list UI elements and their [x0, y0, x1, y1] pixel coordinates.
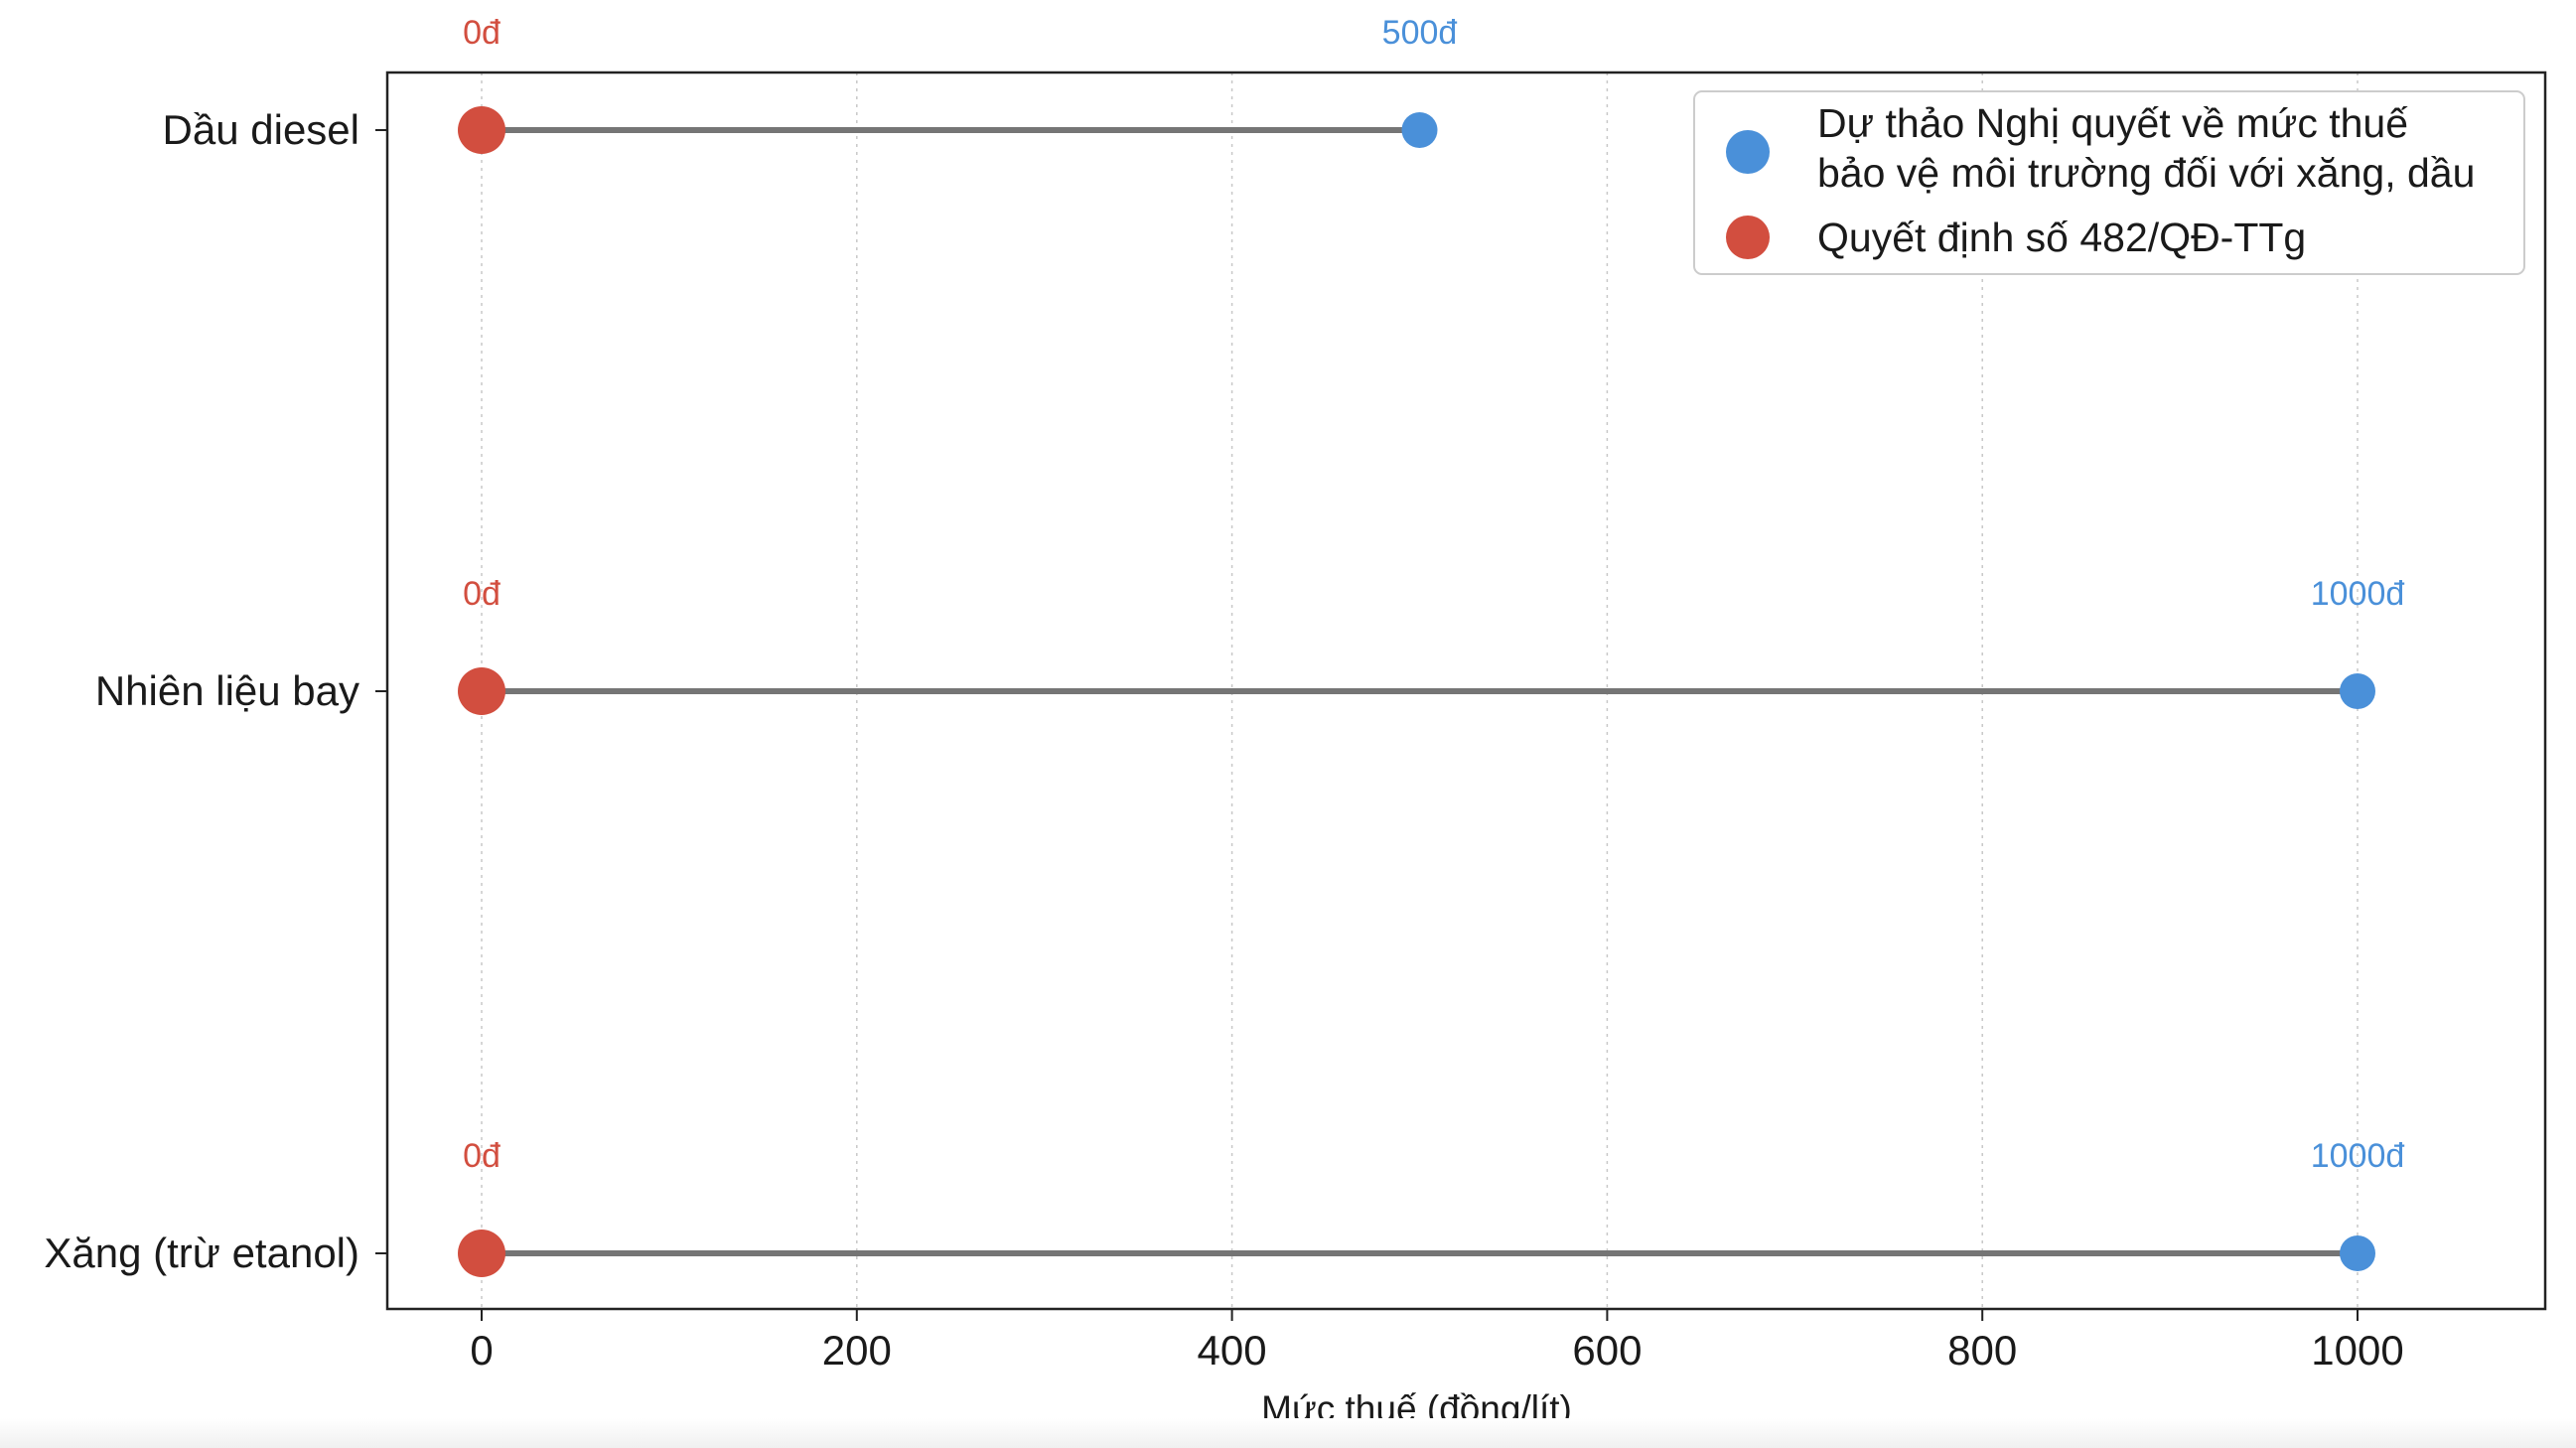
x-tick-label: 400 — [1198, 1327, 1267, 1374]
data-points — [458, 106, 2375, 1277]
draft-point — [2340, 673, 2375, 709]
x-axis-ticks: 0 200 400 600 800 1000 — [470, 1309, 2404, 1374]
x-tick-label: 0 — [470, 1327, 493, 1374]
bottom-fade — [0, 1418, 2576, 1448]
decision-point — [458, 1230, 505, 1277]
y-tick-label: Dầu diesel — [163, 106, 359, 153]
data-label: 1000đ — [2311, 1137, 2405, 1175]
data-labels: 500đ 1000đ 1000đ 0đ 0đ 0đ — [463, 14, 2404, 1175]
x-tick-label: 800 — [1947, 1327, 2017, 1374]
decision-point — [458, 667, 505, 715]
connector-lines — [482, 127, 2358, 1256]
legend-label: Dự thảo Nghị quyết về mức thuế — [1817, 100, 2408, 146]
draft-point — [1401, 112, 1438, 148]
legend-box — [1693, 90, 2525, 275]
data-label: 500đ — [1382, 14, 1458, 52]
y-axis-ticks: Dầu diesel Nhiên liệu bay Xăng (trừ etanol… — [44, 106, 387, 1276]
x-tick-label: 600 — [1572, 1327, 1642, 1374]
draft-point — [2340, 1235, 2375, 1271]
legend-marker — [1726, 130, 1770, 174]
data-label: 0đ — [463, 14, 501, 52]
data-label: 0đ — [463, 1137, 501, 1175]
legend-label: Quyết định số 482/QĐ-TTg — [1817, 215, 2306, 260]
y-tick-label: Nhiên liệu bay — [95, 667, 359, 714]
legend-marker — [1726, 216, 1770, 259]
x-tick-label: 200 — [822, 1327, 892, 1374]
data-label: 0đ — [463, 575, 501, 613]
y-tick-label: Xăng (trừ etanol) — [44, 1230, 359, 1276]
legend-label: bảo vệ môi trường đối với xăng, dầu — [1817, 150, 2475, 196]
decision-point — [458, 106, 505, 154]
data-label: 1000đ — [2311, 575, 2405, 613]
x-tick-label: 1000 — [2311, 1327, 2403, 1374]
